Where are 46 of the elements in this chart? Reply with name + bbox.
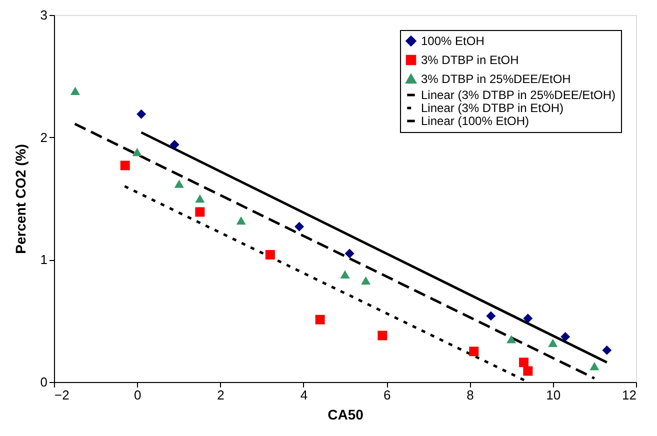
legend-label: 100% EtOH xyxy=(421,34,484,48)
point xyxy=(486,311,496,321)
point xyxy=(70,86,80,95)
point xyxy=(174,180,184,188)
x-axis-title: CA50 xyxy=(328,406,364,422)
legend-label: Linear (3% DTBP in EtOH) xyxy=(421,101,564,115)
point xyxy=(378,330,388,340)
x-tick-label: 12 xyxy=(622,388,636,402)
x-tick-label: 6 xyxy=(383,388,391,402)
point xyxy=(132,148,142,156)
point xyxy=(548,338,558,347)
point xyxy=(361,276,371,285)
point xyxy=(265,250,275,260)
point xyxy=(120,160,130,170)
x-tick-label: 8 xyxy=(466,388,474,402)
legend-label: Linear (100% EtOH) xyxy=(421,114,530,128)
point xyxy=(340,270,350,278)
y-tick-label: 3 xyxy=(40,8,48,22)
point xyxy=(590,362,600,370)
x-tick-label: 10 xyxy=(546,388,561,402)
legend-label: 3% DTBP in 25%DEE/EtOH xyxy=(421,72,571,86)
point xyxy=(602,345,612,355)
x-tick-label: 0 xyxy=(134,388,142,402)
y-tick-label: 1 xyxy=(40,252,48,268)
point xyxy=(195,207,205,217)
y-tick-label: 2 xyxy=(40,130,48,145)
x-tick-label: 4 xyxy=(300,388,308,402)
point xyxy=(294,222,304,232)
x-tick-label: −2 xyxy=(54,388,70,402)
y-tick-label: 0 xyxy=(40,374,48,390)
point xyxy=(519,358,528,368)
point xyxy=(236,216,246,225)
point xyxy=(344,248,354,258)
point xyxy=(523,314,533,324)
legend-label: Linear (3% DTBP in 25%DEE/EtOH) xyxy=(421,88,616,102)
point xyxy=(506,335,516,344)
point xyxy=(469,346,479,356)
y-axis-title: Percent CO2 (%) xyxy=(12,144,28,254)
point xyxy=(523,366,533,376)
x-tick-label: 2 xyxy=(217,388,224,402)
point xyxy=(136,109,146,119)
point xyxy=(170,140,180,150)
point xyxy=(560,332,570,342)
point xyxy=(315,314,325,324)
legend-label: 3% DTBP in EtOH xyxy=(421,53,519,67)
point xyxy=(195,194,205,203)
